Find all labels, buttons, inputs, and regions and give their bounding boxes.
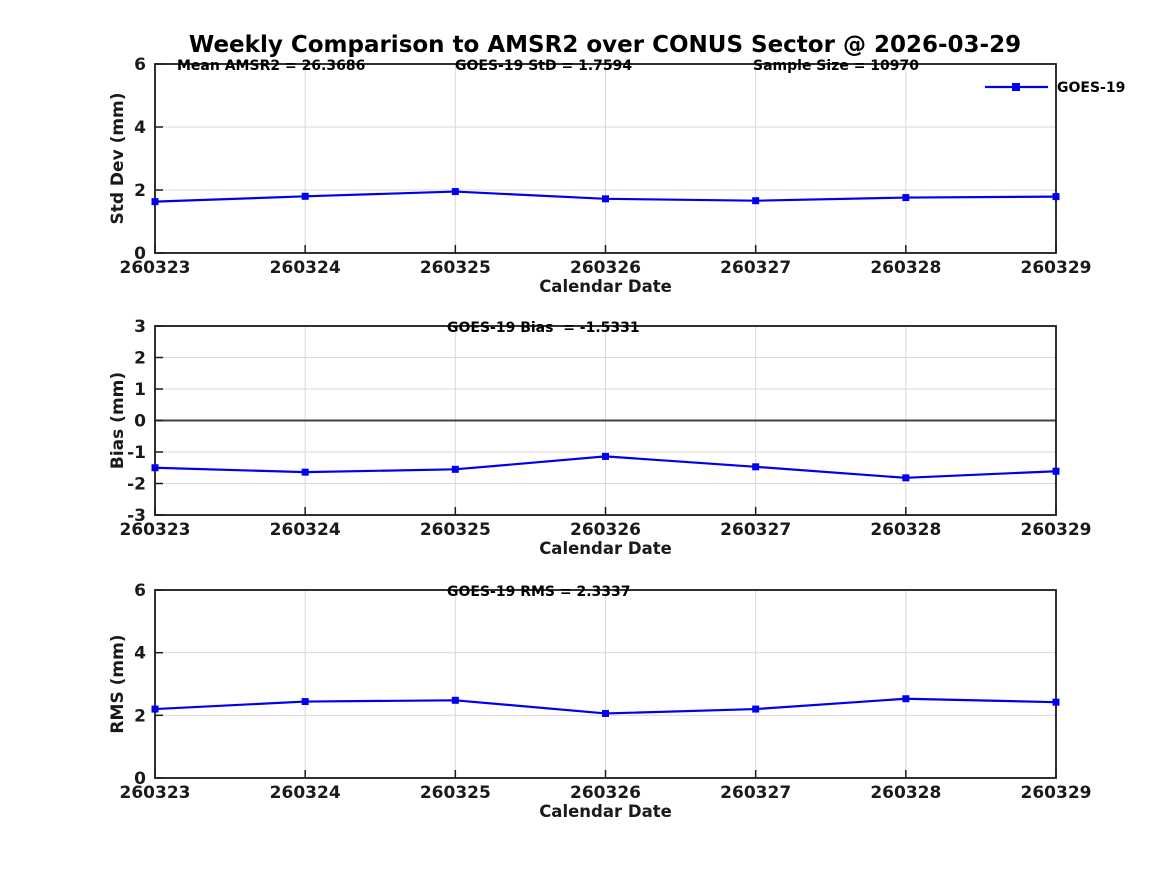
rms-data-marker <box>301 698 309 706</box>
bias-xaxis-label: Calendar Date <box>539 539 672 558</box>
y-tick-label: 0 <box>134 769 146 789</box>
x-tick-label: 260323 <box>120 520 191 540</box>
legend-marker-sample <box>1012 83 1020 91</box>
x-tick-label: 260323 <box>120 258 191 278</box>
x-tick-label: 260329 <box>1021 783 1092 803</box>
std-dev-annotation: Sample Size = 10970 <box>753 58 919 74</box>
x-tick-label: 260327 <box>720 258 791 278</box>
std-dev-data-marker <box>301 192 309 200</box>
legend: GOES-19 <box>985 80 1125 96</box>
x-tick-label: 260328 <box>870 258 941 278</box>
std-dev-data-marker <box>902 194 910 202</box>
y-tick-label: 2 <box>134 181 146 201</box>
y-tick-label: 2 <box>134 349 146 369</box>
rms-data-marker <box>902 695 910 703</box>
y-tick-label: 1 <box>134 380 146 400</box>
std-dev-yaxis-label: Std Dev (mm) <box>108 92 128 224</box>
figure-title: Weekly Comparison to AMSR2 over CONUS Se… <box>189 32 1021 58</box>
x-tick-label: 260324 <box>270 520 341 540</box>
std-dev-subplot: 260323 260324 260325 260326 260327 260328 2603… <box>108 55 1125 296</box>
y-tick-label: 4 <box>134 118 146 138</box>
x-tick-label: 260329 <box>1021 258 1092 278</box>
legend-label: GOES-19 <box>1057 80 1125 96</box>
rms-data-marker <box>451 696 459 704</box>
x-tick-label: 260325 <box>420 783 491 803</box>
subplots-group: 260323 260324 260325 260326 260327 260328 2603… <box>108 55 1125 821</box>
bias-data-marker <box>451 465 459 473</box>
y-tick-label: 2 <box>134 706 146 726</box>
std-dev-data-marker <box>1052 193 1060 201</box>
x-tick-label: 260327 <box>720 783 791 803</box>
bias-data-marker <box>1052 467 1060 475</box>
rms-data-marker <box>1052 698 1060 706</box>
std-dev-data-marker <box>602 195 609 203</box>
y-tick-label: -1 <box>127 443 146 463</box>
x-tick-label: 260328 <box>870 783 941 803</box>
x-tick-label: 260326 <box>570 258 641 278</box>
rms-subplot: 260323 260324 260325 260326 260327 260328 2603… <box>108 581 1091 821</box>
x-tick-label: 260324 <box>270 258 341 278</box>
x-tick-label: 260325 <box>420 258 491 278</box>
std-dev-data-marker <box>151 198 159 206</box>
x-tick-label: 260323 <box>120 783 191 803</box>
x-tick-label: 260325 <box>420 520 491 540</box>
x-tick-label: 260326 <box>570 783 641 803</box>
rms-annotation: GOES-19 RMS = 2.3337 <box>447 584 631 600</box>
rms-data-marker <box>752 705 760 713</box>
y-tick-label: 0 <box>134 412 146 432</box>
bias-yaxis-label: Bias (mm) <box>108 372 128 469</box>
bias-data-marker <box>902 474 910 482</box>
std-dev-data-marker <box>752 197 760 205</box>
y-tick-label: 4 <box>134 644 146 664</box>
bias-data-marker <box>602 452 609 460</box>
x-tick-label: 260329 <box>1021 520 1092 540</box>
rms-xaxis-label: Calendar Date <box>539 802 672 821</box>
std-dev-xaxis-label: Calendar Date <box>539 277 672 296</box>
x-tick-label: 260324 <box>270 783 341 803</box>
bias-data-marker <box>752 463 760 471</box>
y-tick-label: 6 <box>134 581 146 601</box>
y-tick-label: -3 <box>127 506 146 526</box>
std-dev-annotation: GOES-19 StD = 1.7594 <box>455 58 632 74</box>
rms-yaxis-label: RMS (mm) <box>108 634 128 733</box>
y-tick-label: 6 <box>134 55 146 75</box>
y-tick-label: -2 <box>127 475 146 495</box>
bias-data-marker <box>301 468 309 476</box>
rms-data-marker <box>602 709 609 717</box>
bias-subplot: 260323 260324 260325 260326 260327 260328 2603… <box>108 317 1091 558</box>
y-tick-label: 3 <box>134 317 146 337</box>
rms-data-marker <box>151 705 159 713</box>
x-tick-label: 260328 <box>870 520 941 540</box>
bias-data-marker <box>151 464 159 472</box>
std-dev-annotation: Mean AMSR2 = 26.3686 <box>177 58 365 74</box>
bias-annotation: GOES-19 Bias = -1.5331 <box>447 320 640 336</box>
x-tick-label: 260326 <box>570 520 641 540</box>
y-tick-label: 0 <box>134 244 146 264</box>
x-tick-label: 260327 <box>720 520 791 540</box>
std-dev-data-marker <box>451 188 459 196</box>
